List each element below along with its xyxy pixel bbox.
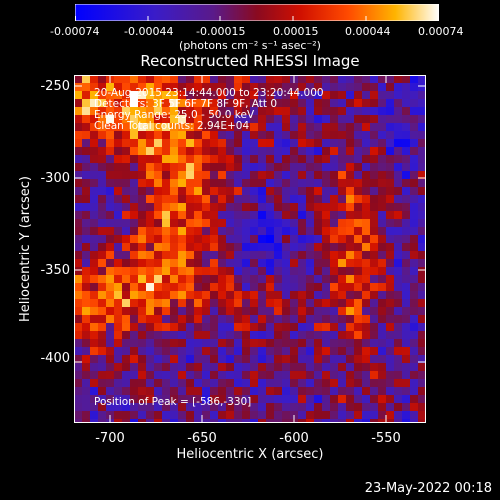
y-tick-label: -400 (40, 351, 70, 366)
reconstructed-image (74, 75, 426, 423)
info-detectors: Detectors: 3F 5F 6F 7F 8F 9F, Att 0 (94, 98, 278, 110)
colorbar-tick-label: 0.00044 (345, 25, 391, 38)
info-energy-range: Energy Range: 25.0 - 50.0 keV (94, 109, 255, 121)
info-total-counts: Clean Total counts: 2.94E+04 (94, 120, 250, 132)
image-area: 20-Aug-2015 23:14:44.000 to 23:20:44.000… (74, 75, 426, 423)
colorbar-tick-label: 0.00015 (273, 25, 319, 38)
x-tick-label: -550 (371, 431, 401, 446)
x-tick-label: -650 (187, 431, 217, 446)
x-tick-label: -600 (279, 431, 309, 446)
y-axis-label: Heliocentric Y (arcsec) (18, 176, 33, 322)
info-time-range: 20-Aug-2015 23:14:44.000 to 23:20:44.000 (94, 87, 324, 99)
x-tick-label: -700 (95, 431, 125, 446)
axis-ticks (74, 75, 426, 423)
colorbar (75, 4, 439, 21)
colorbar-tick-label: -0.00015 (196, 25, 246, 38)
colorbar-tick-label: -0.00044 (124, 25, 174, 38)
plot-title: Reconstructed RHESSI Image (140, 52, 360, 70)
colorbar-tick-label: -0.00074 (50, 25, 100, 38)
colorbar-units-label: (photons cm⁻² s⁻¹ asec⁻²) (179, 39, 321, 52)
peak-position-label: Position of Peak = [-586,-330] (94, 396, 252, 408)
y-tick-label: -300 (40, 171, 70, 186)
y-tick-label: -350 (40, 263, 70, 278)
colorbar-tick-label: 0.00074 (418, 25, 464, 38)
footer-timestamp: 23-May-2022 00:18 (364, 481, 492, 496)
y-tick-label: -250 (40, 79, 70, 94)
x-axis-label: Heliocentric X (arcsec) (176, 447, 324, 462)
